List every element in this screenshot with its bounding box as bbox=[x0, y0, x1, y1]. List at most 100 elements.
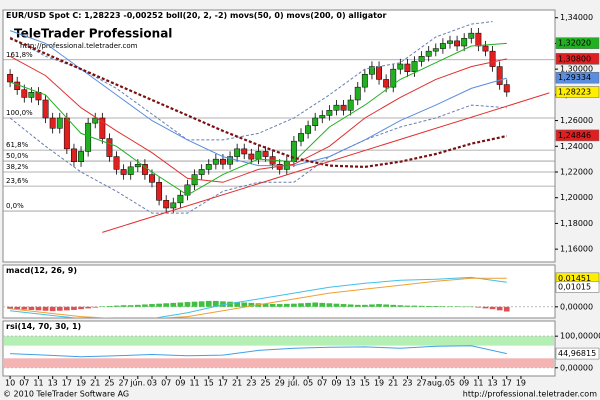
candle-body bbox=[134, 164, 141, 168]
x-tick-label: aug. bbox=[427, 379, 445, 388]
histogram-bar bbox=[113, 305, 120, 307]
panel-title: macd(12, 26, 9) bbox=[6, 266, 77, 275]
histogram-bar bbox=[184, 302, 191, 307]
x-tick-label: 09 bbox=[175, 379, 185, 388]
histogram-bar bbox=[85, 306, 91, 309]
candle-body bbox=[156, 182, 163, 201]
histogram-bar bbox=[326, 303, 333, 307]
histogram-bar bbox=[227, 301, 233, 307]
x-tick-label: 11 bbox=[473, 379, 483, 388]
candle-body bbox=[163, 200, 170, 209]
indicator-line bbox=[10, 276, 507, 318]
fib-label: 0,0% bbox=[6, 202, 24, 210]
candle-body bbox=[149, 174, 155, 183]
histogram-bar bbox=[340, 304, 347, 307]
watermark-title: TeleTrader Professional bbox=[14, 27, 172, 41]
candle-body bbox=[248, 153, 255, 160]
candle-body bbox=[227, 156, 233, 165]
indicator-line bbox=[9, 55, 507, 183]
candle-body bbox=[262, 151, 269, 157]
candle-body bbox=[411, 61, 418, 72]
indicator-line bbox=[102, 92, 550, 233]
histogram-bar bbox=[418, 305, 425, 307]
x-tick-label: 19 bbox=[76, 379, 86, 388]
price-marker bbox=[555, 281, 600, 293]
candle-body bbox=[42, 99, 49, 119]
x-tick-label: 23 bbox=[246, 379, 256, 388]
histogram-bar bbox=[291, 303, 297, 307]
x-tick-label: jún. bbox=[129, 379, 145, 388]
candle-body bbox=[234, 148, 241, 157]
candle-body bbox=[397, 63, 404, 70]
x-tick-label: 13 bbox=[487, 379, 497, 388]
price-marker bbox=[555, 86, 600, 98]
candle-body bbox=[347, 99, 354, 111]
candle-body bbox=[205, 164, 212, 170]
candle-body bbox=[340, 104, 347, 111]
candle-body bbox=[63, 117, 70, 150]
histogram-bar bbox=[163, 303, 170, 307]
footer-url: http://professional.teletrader.com bbox=[463, 390, 597, 399]
histogram-bar bbox=[49, 306, 56, 312]
price-marker bbox=[555, 53, 600, 65]
price-marker-label: 44,96815 bbox=[558, 349, 596, 358]
x-tick-label: 27 bbox=[417, 379, 427, 388]
x-tick-label: 23 bbox=[402, 379, 412, 388]
histogram-bar bbox=[489, 306, 496, 310]
candle-body bbox=[390, 68, 397, 88]
fib-label: 100,0% bbox=[6, 109, 33, 117]
candle-body bbox=[220, 158, 226, 165]
candle-body bbox=[482, 45, 489, 52]
candle-body bbox=[489, 50, 496, 67]
candle-body bbox=[177, 194, 184, 204]
x-tick-label: 11 bbox=[189, 379, 199, 388]
histogram-bar bbox=[99, 306, 106, 307]
candle-body bbox=[49, 117, 56, 129]
histogram-bar bbox=[205, 300, 212, 307]
histogram-bar bbox=[120, 305, 127, 307]
y-tick-label: 1,16000 bbox=[560, 245, 593, 254]
x-tick-label: 07 bbox=[19, 379, 29, 388]
price-marker-label: 1,32020 bbox=[558, 39, 591, 48]
x-tick-label: 21 bbox=[388, 379, 398, 388]
histogram-bar bbox=[376, 304, 382, 307]
histogram-bar bbox=[262, 303, 269, 307]
histogram-bar bbox=[475, 306, 482, 308]
candle-body bbox=[78, 151, 84, 162]
histogram-bar bbox=[64, 306, 70, 311]
candle-body bbox=[99, 117, 106, 139]
x-tick-label: 13 bbox=[48, 379, 58, 388]
indicator-line bbox=[10, 277, 507, 318]
candle-body bbox=[439, 43, 446, 49]
x-tick-label: 09 bbox=[331, 379, 341, 388]
candle-body bbox=[503, 84, 510, 93]
histogram-bar bbox=[21, 306, 28, 310]
histogram-bar bbox=[468, 306, 475, 308]
indicator-line bbox=[9, 42, 507, 196]
indicator-line bbox=[9, 104, 507, 214]
candle-body bbox=[28, 92, 35, 98]
price-marker bbox=[555, 347, 600, 360]
x-tick-label: 07 bbox=[161, 379, 171, 388]
candle-body bbox=[496, 66, 503, 85]
histogram-bar bbox=[447, 306, 453, 307]
histogram-bar bbox=[269, 303, 276, 307]
panel-title: rsi(14, 70, 30, 1) bbox=[6, 322, 81, 331]
candle-body bbox=[305, 125, 312, 134]
candle-body bbox=[333, 104, 340, 111]
histogram-bar bbox=[305, 302, 311, 307]
footer-copyright: © 2010 TeleTrader Software AG bbox=[3, 390, 129, 399]
candle-body bbox=[298, 133, 304, 142]
x-tick-label: 27 bbox=[119, 379, 129, 388]
histogram-bar bbox=[312, 302, 319, 307]
x-tick-label: 07 bbox=[317, 379, 327, 388]
price-marker-label: 0,01015 bbox=[558, 282, 591, 291]
x-tick-label: 11 bbox=[33, 379, 43, 388]
candle-body bbox=[461, 38, 468, 47]
candle-body bbox=[361, 74, 368, 88]
histogram-bar bbox=[461, 306, 468, 308]
histogram-bar bbox=[354, 304, 361, 307]
fib-label: 161,8% bbox=[6, 51, 33, 59]
histogram-bar bbox=[191, 301, 198, 307]
